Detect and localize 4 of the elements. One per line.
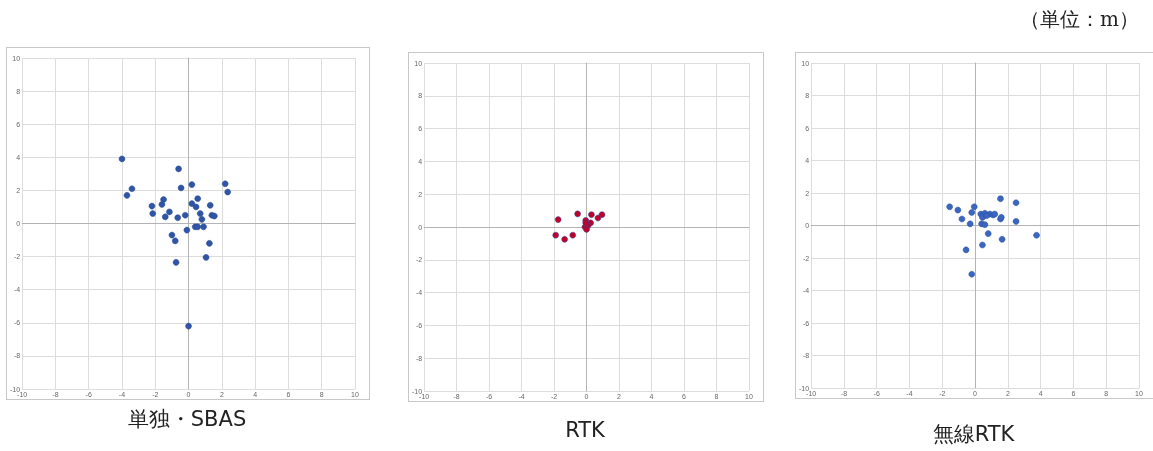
- text: 無線RTK: [931, 421, 1016, 448]
- text: RTK: [564, 418, 606, 442]
- text: （単位：m）: [1020, 6, 1139, 33]
- text: 単独・SBAS: [126, 406, 248, 433]
